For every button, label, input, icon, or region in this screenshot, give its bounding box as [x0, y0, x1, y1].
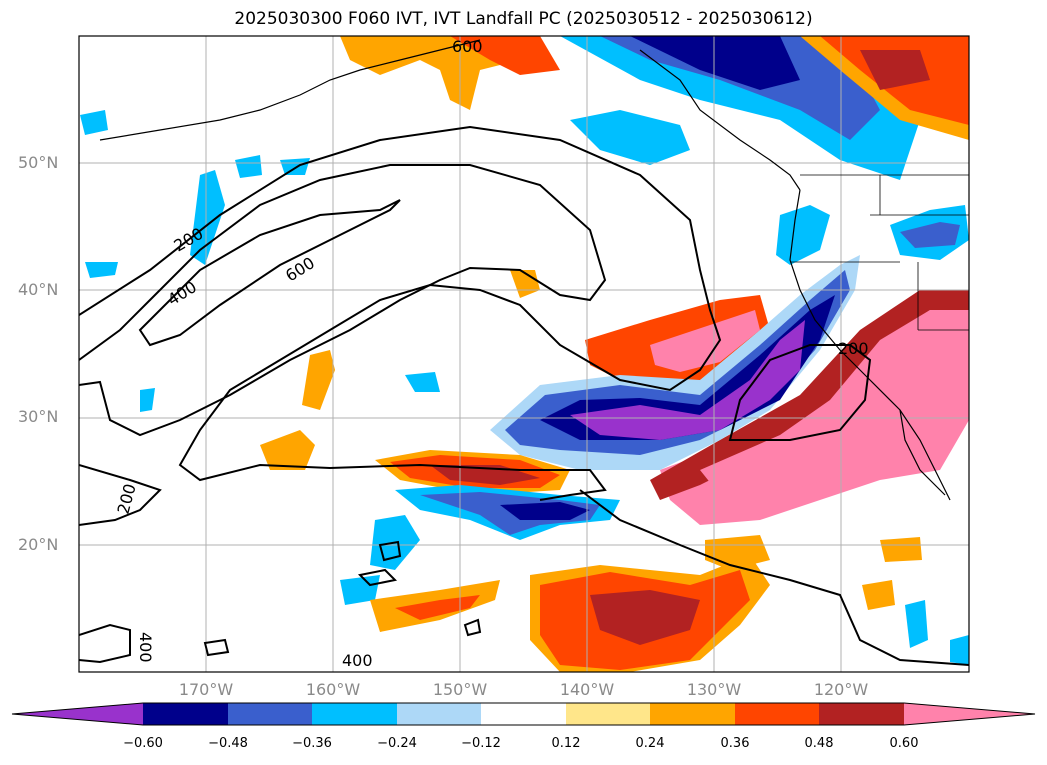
ar-negative-purple — [570, 320, 805, 440]
colorbar-tick: 0.60 — [889, 736, 919, 751]
colorbar-bin — [143, 703, 228, 725]
contour-label: 600 — [452, 37, 483, 56]
coastline-us-west — [789, 189, 951, 501]
contour-400 — [79, 164, 607, 437]
blob-gulf-alaska-orange — [340, 36, 520, 110]
colorbar-bin — [228, 703, 312, 725]
band-blue-4 — [340, 575, 380, 605]
blob-mid-blue-2 — [140, 388, 155, 412]
south-darkred — [590, 590, 700, 645]
gridlines — [79, 36, 969, 672]
blob-nw-us-blue — [776, 205, 830, 265]
colorbar-tick: −0.24 — [377, 736, 417, 751]
lat-label-40n: 40°N — [18, 280, 59, 299]
contour-small-loop-3 — [463, 618, 482, 637]
ivt-anomaly-field — [80, 36, 969, 672]
coastline-baja — [899, 409, 946, 496]
blob-west-blue-1 — [190, 170, 225, 265]
blob-top-navy — [630, 36, 800, 90]
contour-east-loop — [579, 489, 969, 666]
lat-label-50n: 50°N — [18, 153, 59, 172]
contour-label: 600 — [282, 253, 318, 285]
contour-east-200 — [728, 344, 872, 441]
coastlines — [99, 39, 951, 501]
blob-west-blue-4 — [85, 262, 118, 278]
colorbar-extend-high — [904, 703, 1035, 725]
contour-600 — [138, 199, 401, 347]
south-orange-5 — [862, 580, 895, 610]
blob-mid-orange-2 — [260, 430, 315, 470]
ar-northern-pink — [650, 310, 760, 372]
lat-label-30n: 30°N — [18, 407, 59, 426]
contour-label: 400 — [136, 632, 155, 663]
colorbar-bin — [397, 703, 481, 725]
ar-pink-core — [700, 310, 969, 495]
blob-mid-blue-1 — [405, 372, 440, 392]
lon-label-160w: 160°W — [305, 680, 361, 699]
colorbar-bin — [312, 703, 397, 725]
lon-label-130w: 130°W — [686, 680, 742, 699]
blob-mid-orange-1 — [302, 350, 335, 410]
south-orange-4 — [880, 537, 922, 562]
ar-darkred-band — [650, 290, 969, 500]
south-blue-right-2 — [950, 635, 969, 665]
colorbar-outline — [11, 702, 1036, 726]
colorbar-extend-low — [12, 703, 143, 725]
south-blue-right — [905, 600, 928, 648]
colorbar-tick: 0.48 — [804, 736, 834, 751]
colorbar-bin — [735, 703, 819, 725]
map-title: 2025030300 F060 IVT, IVT Landfall PC (20… — [234, 9, 813, 29]
lon-label-150w: 150°W — [432, 680, 488, 699]
contour-200-outer — [79, 125, 722, 501]
colorbar-bin — [481, 703, 566, 725]
contour-small-loop-4 — [203, 638, 230, 657]
colorbar-tick: 0.36 — [720, 736, 750, 751]
lon-label-170w: 170°W — [178, 680, 234, 699]
colorbar-bin — [650, 703, 735, 725]
contour-small-loop-1 — [378, 540, 402, 562]
ivt-contours — [79, 125, 969, 666]
coastline-alaska — [99, 39, 481, 141]
colorbar — [11, 702, 1036, 726]
map-frame — [78, 35, 970, 673]
colorbar-bin — [819, 703, 904, 725]
colorbar-tick: 0.12 — [551, 736, 581, 751]
colorbar-bin — [566, 703, 650, 725]
coastline-bc — [639, 49, 801, 191]
colorbar-tick: −0.36 — [292, 736, 332, 751]
contour-small-loop-2 — [357, 568, 398, 587]
blob-west-blue-3 — [280, 158, 310, 175]
lon-label-140w: 140°W — [559, 680, 615, 699]
colorbar-tick: −0.60 — [123, 736, 163, 751]
colorbar-tick: 0.24 — [635, 736, 665, 751]
blob-west-blue-2 — [235, 155, 262, 178]
blob-west-blue-5 — [80, 110, 108, 135]
contour-label: 200 — [838, 339, 869, 358]
south-orange-3 — [705, 535, 770, 570]
south-red-2 — [395, 595, 480, 620]
borders — [790, 174, 969, 331]
contour-200-south — [79, 464, 162, 526]
lat-label-20n: 20°N — [18, 535, 59, 554]
blob-top-right-darkred — [860, 50, 930, 90]
band-navy-1 — [500, 502, 590, 520]
blob-top-mid-blue — [600, 36, 880, 140]
contour-400-south — [79, 623, 131, 664]
contour-label: 400 — [342, 651, 373, 670]
blob-nw-us-blue-3 — [900, 222, 960, 248]
colorbar-tick: −0.12 — [461, 736, 501, 751]
colorbar-tick: −0.48 — [208, 736, 248, 751]
blob-gulf-blue — [570, 110, 690, 165]
blob-top-red — [450, 36, 560, 75]
lon-label-120w: 120°W — [813, 680, 869, 699]
